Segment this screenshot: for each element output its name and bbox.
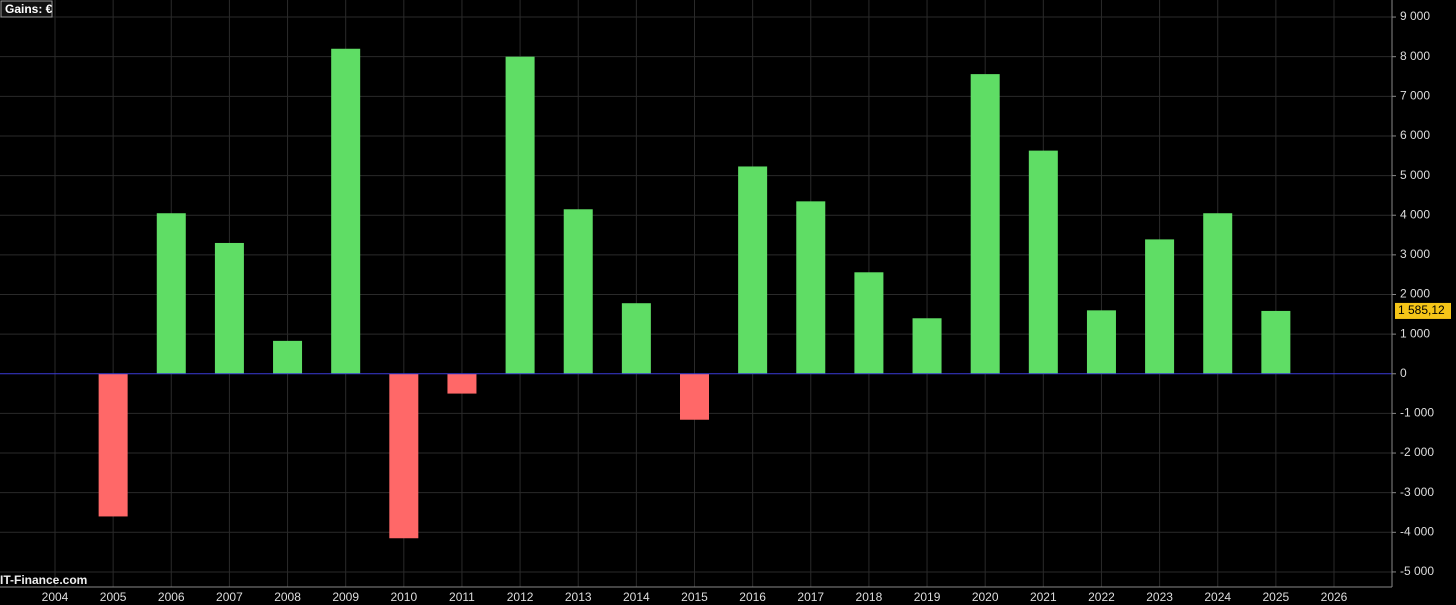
x-tick-label: 2013	[565, 590, 592, 604]
x-tick-label: 2011	[449, 590, 475, 604]
x-tick-label: 2021	[1030, 590, 1057, 604]
x-tick-label: 2022	[1088, 590, 1115, 604]
bar	[98, 373, 128, 517]
x-tick-label: 2009	[332, 590, 359, 604]
x-tick-label: 2020	[972, 590, 999, 604]
bar	[331, 48, 361, 374]
x-tick-label: 2016	[739, 590, 766, 604]
bar	[1086, 310, 1116, 374]
y-tick-label: 2 000	[1400, 287, 1430, 301]
chart-title: Gains: €	[5, 2, 53, 16]
y-tick-label: -1 000	[1400, 406, 1434, 420]
y-tick-label: 5 000	[1400, 168, 1430, 182]
bar	[156, 213, 186, 374]
x-tick-label: 2004	[42, 590, 69, 604]
x-tick-label: 2023	[1146, 590, 1173, 604]
bar	[273, 340, 303, 374]
bar	[796, 201, 826, 374]
bar	[389, 373, 419, 539]
watermark: IT-Finance.com	[0, 573, 87, 587]
y-tick-label: 9 000	[1400, 9, 1430, 23]
y-tick-label: 0	[1400, 366, 1407, 380]
y-tick-label: 1 000	[1400, 326, 1430, 340]
title-box	[0, 0, 53, 18]
bar	[1261, 310, 1291, 374]
bar	[447, 373, 477, 394]
x-tick-label: 2015	[681, 590, 708, 604]
x-tick-label: 2006	[158, 590, 185, 604]
y-tick-label: -5 000	[1400, 564, 1434, 578]
bar	[563, 209, 593, 374]
y-tick-label: 8 000	[1400, 49, 1430, 63]
bar	[214, 242, 244, 374]
bar	[912, 318, 942, 374]
marks	[0, 48, 1392, 539]
bar	[1145, 239, 1175, 374]
x-tick-label: 2010	[390, 590, 417, 604]
y-tick-label: 6 000	[1400, 128, 1430, 142]
y-tick-label: 4 000	[1400, 207, 1430, 221]
y-tick-label: -4 000	[1400, 524, 1434, 538]
bar	[970, 74, 1000, 374]
x-tick-label: 2024	[1204, 590, 1231, 604]
x-tick-label: 2005	[100, 590, 127, 604]
bar	[1028, 150, 1058, 374]
bar	[854, 272, 884, 374]
x-tick-label: 2026	[1321, 590, 1348, 604]
x-tick-label: 2008	[274, 590, 301, 604]
bar	[505, 56, 535, 374]
bar	[680, 373, 709, 420]
current-value-label: 1 585,12	[1398, 303, 1445, 317]
y-tick-label: -3 000	[1400, 485, 1434, 499]
y-tick-label: -2 000	[1400, 445, 1434, 459]
y-tick-label: 7 000	[1400, 88, 1430, 102]
x-tick-label: 2012	[507, 590, 534, 604]
x-tick-label: 2025	[1263, 590, 1290, 604]
x-tick-label: 2019	[914, 590, 941, 604]
x-tick-label: 2014	[623, 590, 650, 604]
y-tick-label: 3 000	[1400, 247, 1430, 261]
x-tick-label: 2007	[216, 590, 243, 604]
x-tick-label: 2017	[797, 590, 824, 604]
x-tick-label: 2018	[856, 590, 883, 604]
current-value-box	[1395, 302, 1451, 319]
bar	[1203, 213, 1233, 374]
bar	[621, 303, 651, 374]
bar	[738, 166, 768, 374]
